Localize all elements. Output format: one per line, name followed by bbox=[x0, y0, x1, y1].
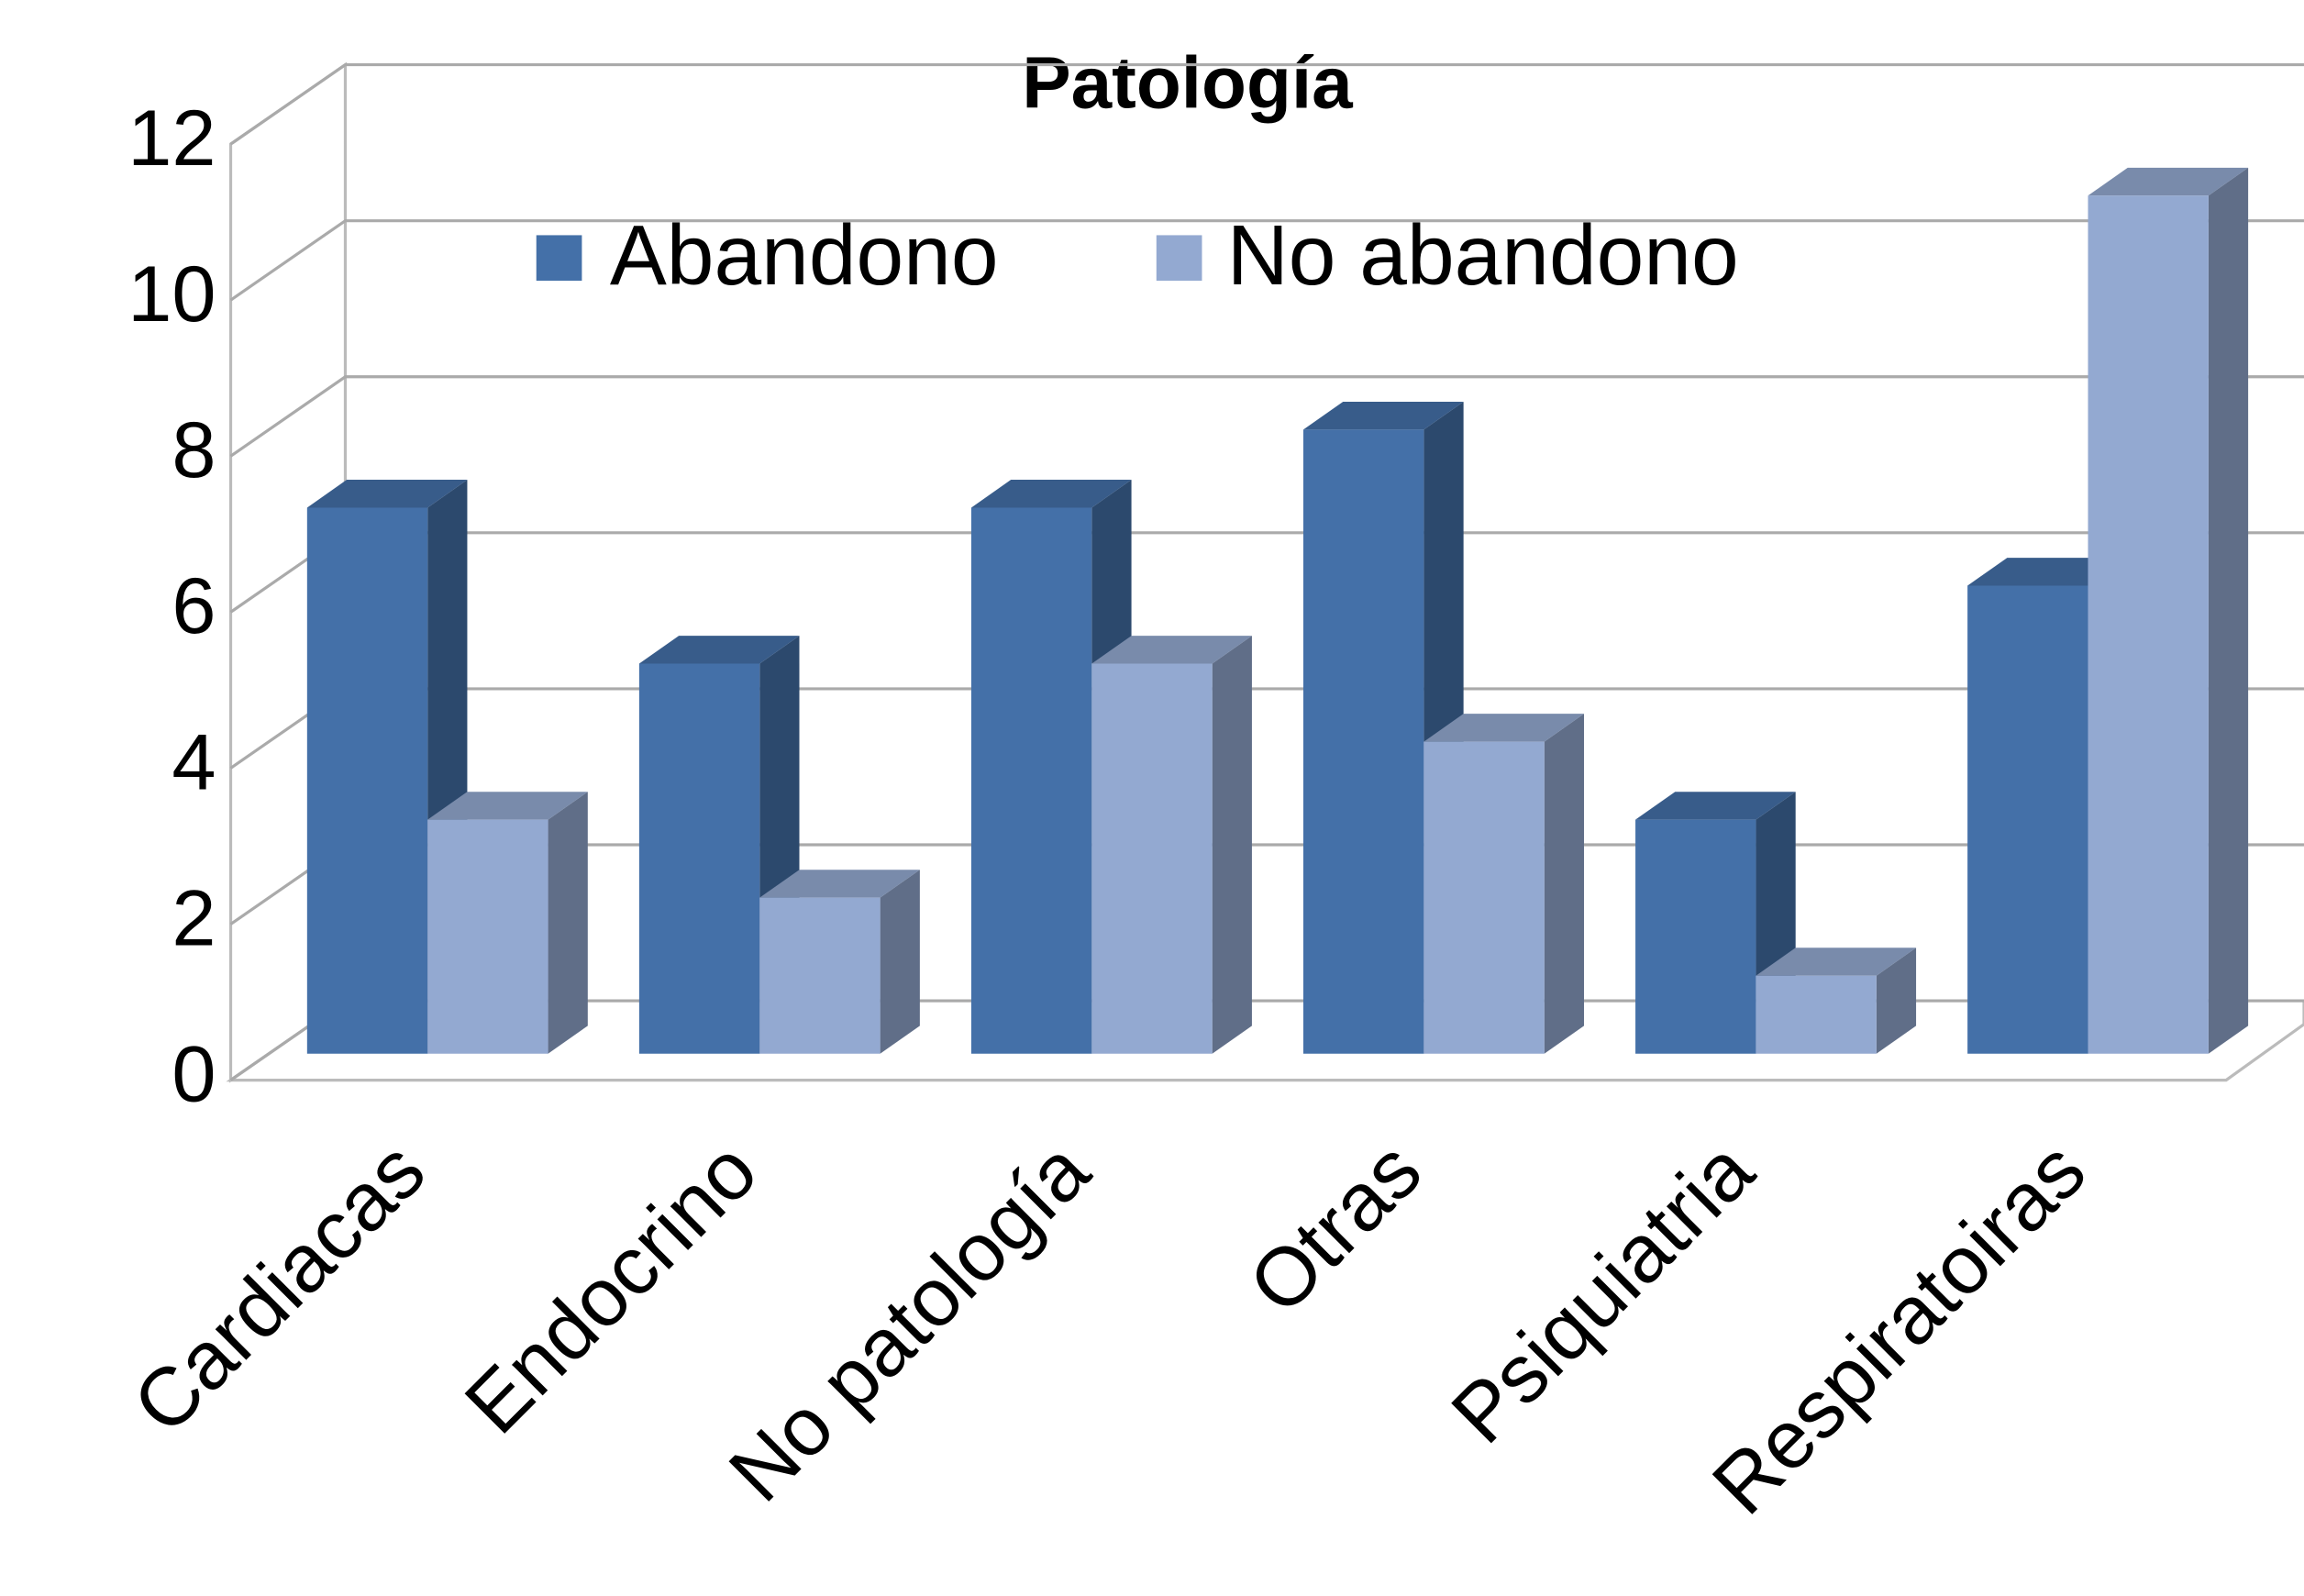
bar-side bbox=[1544, 714, 1584, 1054]
x-tick-label: Otras bbox=[1232, 1125, 1439, 1332]
y-tick-label: 2 bbox=[172, 874, 216, 962]
bar-side bbox=[548, 792, 588, 1054]
bar bbox=[759, 870, 920, 1054]
legend-label: No abandono bbox=[1227, 207, 1739, 303]
legend-swatch bbox=[1156, 235, 1202, 282]
y-tick-label: 0 bbox=[172, 1030, 216, 1118]
bar-top bbox=[1091, 636, 1252, 664]
y-tick-label: 8 bbox=[172, 406, 216, 494]
grid-line bbox=[229, 375, 2304, 458]
bar-top bbox=[759, 870, 920, 898]
bar-front bbox=[1635, 819, 1756, 1054]
bar-front bbox=[427, 819, 548, 1054]
y-tick-label: 10 bbox=[127, 250, 216, 338]
bar-front bbox=[1756, 975, 1877, 1054]
y-tick-label: 12 bbox=[127, 94, 216, 183]
bar-side bbox=[2208, 167, 2249, 1054]
bar-front bbox=[1423, 741, 1545, 1054]
bar-front bbox=[1967, 585, 2088, 1054]
bar-front bbox=[2088, 195, 2209, 1054]
x-tick-label: Psiquiatria bbox=[1434, 1125, 1771, 1461]
bar bbox=[2088, 167, 2249, 1054]
bar-top bbox=[427, 792, 588, 820]
bar-front bbox=[638, 663, 760, 1054]
bar bbox=[427, 792, 588, 1054]
y-tick-label: 4 bbox=[172, 718, 216, 806]
bar-top bbox=[1635, 792, 1796, 820]
bar-side bbox=[1876, 948, 1917, 1054]
y-tick-label: 6 bbox=[172, 562, 216, 650]
bar-side bbox=[880, 870, 920, 1054]
grid-line bbox=[229, 62, 2304, 146]
legend-swatch bbox=[536, 235, 582, 282]
bar-front bbox=[306, 507, 428, 1054]
x-tick-label: Cardiacas bbox=[116, 1125, 442, 1451]
bar-front bbox=[1303, 429, 1424, 1054]
bar bbox=[1756, 948, 1917, 1054]
bar-top bbox=[1756, 948, 1917, 976]
bar bbox=[1091, 636, 1252, 1054]
legend-label: Abandono bbox=[610, 207, 999, 303]
bar-top bbox=[1967, 558, 2128, 586]
x-tick-label: No patología bbox=[712, 1125, 1106, 1519]
bar-front bbox=[970, 507, 1092, 1054]
bar-top bbox=[1423, 714, 1584, 742]
bar-side bbox=[1212, 636, 1252, 1054]
bar bbox=[1423, 714, 1584, 1054]
bar-top bbox=[970, 480, 1132, 508]
grid-line bbox=[229, 219, 2304, 302]
x-tick-label: Endocrino bbox=[448, 1125, 774, 1451]
chart-title: Patología bbox=[1022, 40, 1354, 123]
bar-top bbox=[638, 636, 800, 664]
bar-top bbox=[1303, 401, 1464, 430]
bar-top bbox=[306, 480, 468, 508]
bar-front bbox=[759, 897, 881, 1054]
bar-top bbox=[2088, 167, 2249, 196]
bar-front bbox=[1091, 663, 1213, 1054]
